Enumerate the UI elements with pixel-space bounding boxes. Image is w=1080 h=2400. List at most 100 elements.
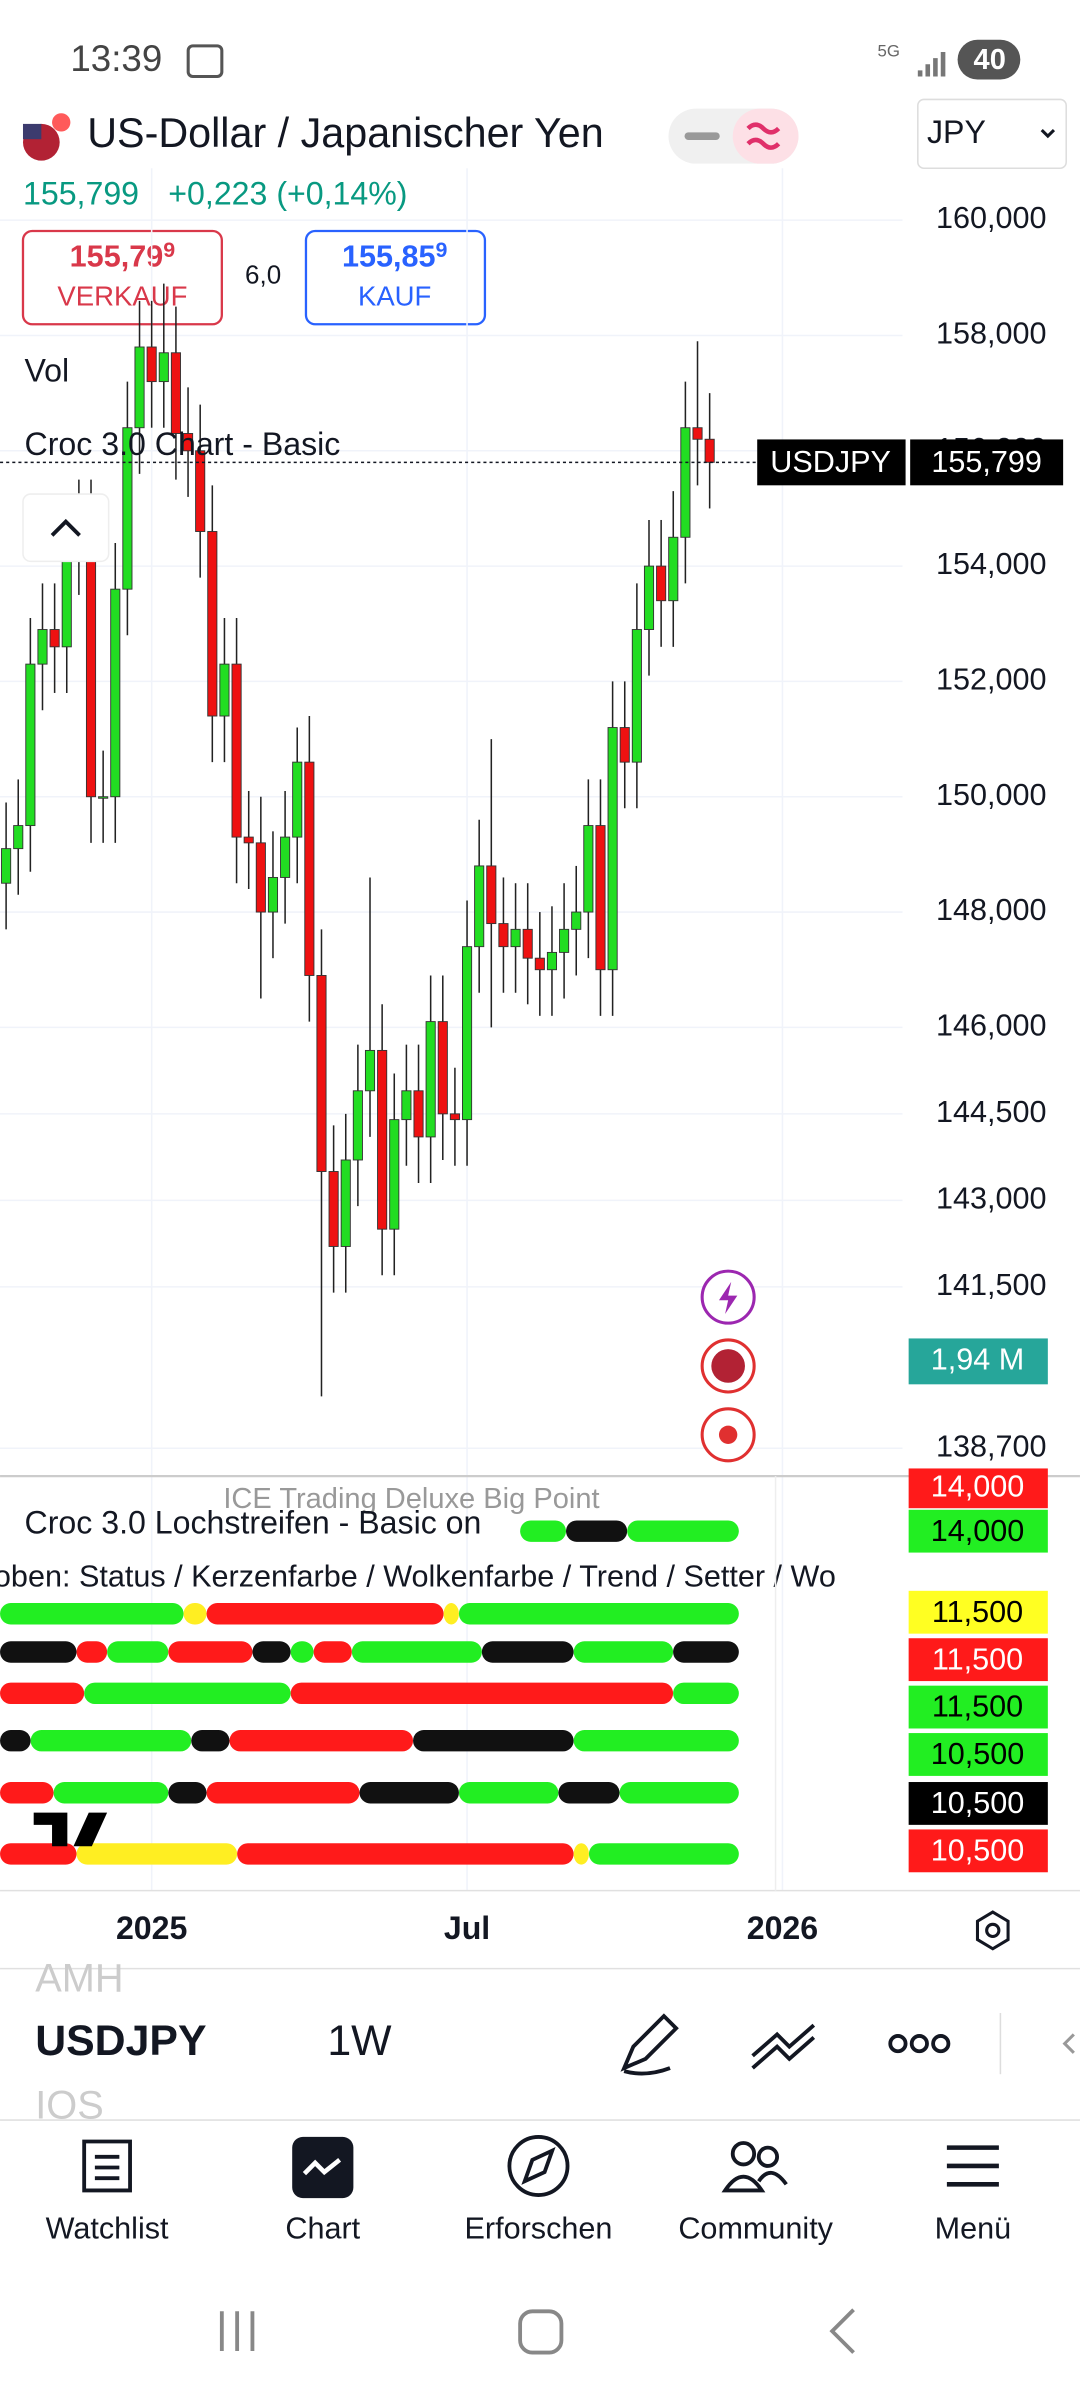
draw-button[interactable] [620,2013,679,2076]
buy-price: 155,859 [342,238,448,274]
level-label: 10,500 [931,1737,1025,1771]
level-label: 14,000 [931,1469,1025,1503]
candle-body [583,825,594,913]
community-icon [721,2141,788,2193]
nav-item[interactable]: Watchlist [46,2211,169,2245]
level-label-bg [908,1590,1048,1634]
level-label: 14,000 [931,1514,1025,1548]
candle-body [401,1090,412,1121]
candle-body [243,836,254,844]
candle-body [449,1113,460,1121]
stripe-segment [313,1641,352,1663]
price-tag-bg [757,439,906,486]
back-button[interactable] [829,2308,855,2354]
candle-body [61,548,72,648]
candle-body [486,865,497,925]
level-label-bg [908,1638,1048,1682]
price-change: +0,223 (+0,14%) [168,175,407,211]
currency-dropdown[interactable] [917,98,1067,170]
toggle-active[interactable] [732,108,799,164]
stripe-segment [351,1641,482,1663]
y-tick-label: 148,000 [936,893,1047,927]
stripe-segment [0,1843,77,1865]
candle-body [534,957,545,971]
interval-button[interactable]: 1W [327,2017,392,2065]
y-tick-label: 154,000 [936,547,1047,581]
volume-tag-bg [908,1338,1048,1385]
settings-button[interactable] [975,1910,1010,1951]
battery-level: 40 [974,44,1006,76]
last-price: 155,799 [23,175,139,211]
candle-body [328,1171,339,1247]
buy-price-pip: 9 [435,238,447,262]
y-tick-label: 150,000 [936,778,1047,812]
collapse-icon [50,518,81,537]
candle-body [352,1090,363,1161]
candle-body [571,911,582,930]
stripe-segment [206,1782,360,1804]
indicator-label: Croc 3.0 Chart - Basic [25,426,341,462]
dropdown-caret [1040,128,1056,139]
stripe-segment [573,1730,739,1752]
candle-body [522,928,533,959]
candle-body [49,629,60,648]
y-tick-label: 158,000 [936,317,1047,351]
candle-body [158,352,169,383]
stripe-segment [290,1641,314,1663]
candle-body [183,433,194,452]
candle-body [680,427,691,538]
volume-tag: 1,94 M [931,1342,1024,1376]
candle-body [37,629,48,665]
stripe-segment [673,1682,739,1705]
indicator-legend: oben: Status / Kerzenfarbe / Wolkenfarbe… [0,1560,836,1594]
home-button[interactable] [518,2309,564,2355]
recent-apps[interactable] [219,2311,255,2352]
candle-body [13,825,24,850]
buy-price-main: 155,85 [342,240,436,274]
y-tick-label: 141,500 [936,1268,1047,1302]
stripe-segment [619,1782,739,1804]
spread: 6,0 [245,260,281,290]
stripe-segment [413,1730,574,1752]
watchlist-icon [82,2139,132,2193]
stripe-segment [0,1641,77,1663]
candle-body [559,928,570,953]
candle-body [437,1021,448,1115]
nav-item[interactable]: Erforschen [465,2211,613,2245]
candle-body [631,629,642,763]
level-label-bg [908,1733,1048,1776]
stripe-segment [206,1603,444,1625]
stripe-segment [76,1843,238,1865]
buy-label: KAUF [358,281,431,312]
collapse-button[interactable] [22,493,110,563]
stripe-segment [237,1843,574,1865]
candle-body [146,346,157,383]
more-button[interactable] [888,2034,951,2054]
x-tick-label: 2026 [747,1910,818,1946]
nav-item[interactable]: Chart [285,2211,360,2245]
stripe-segment [53,1782,169,1804]
stripe-segment [359,1782,459,1804]
candle-body [292,761,303,838]
screenshot-icon [186,44,224,79]
stripe-segment [107,1641,169,1663]
nav-item[interactable]: Menü [935,2211,1012,2245]
nav-item[interactable]: Community [678,2211,833,2245]
y-tick-label: 146,000 [936,1008,1047,1042]
candle-body [304,761,315,976]
sell-price: 155,799 [70,238,176,274]
menu-icon [946,2145,999,2187]
candle-body [668,536,679,602]
candle-body [110,588,121,798]
candle-body [643,565,655,630]
settings-icon [985,1922,1001,1939]
candle-body [98,796,109,799]
buy-button[interactable] [304,229,487,326]
candle-body [619,727,630,763]
indicator-button[interactable] [751,2023,816,2070]
stripe-segment [191,1730,230,1752]
stripe-segment [520,1520,567,1542]
sell-button[interactable] [21,229,223,326]
network: 5G [878,41,900,60]
symbol-button[interactable]: USDJPY [35,2017,206,2065]
